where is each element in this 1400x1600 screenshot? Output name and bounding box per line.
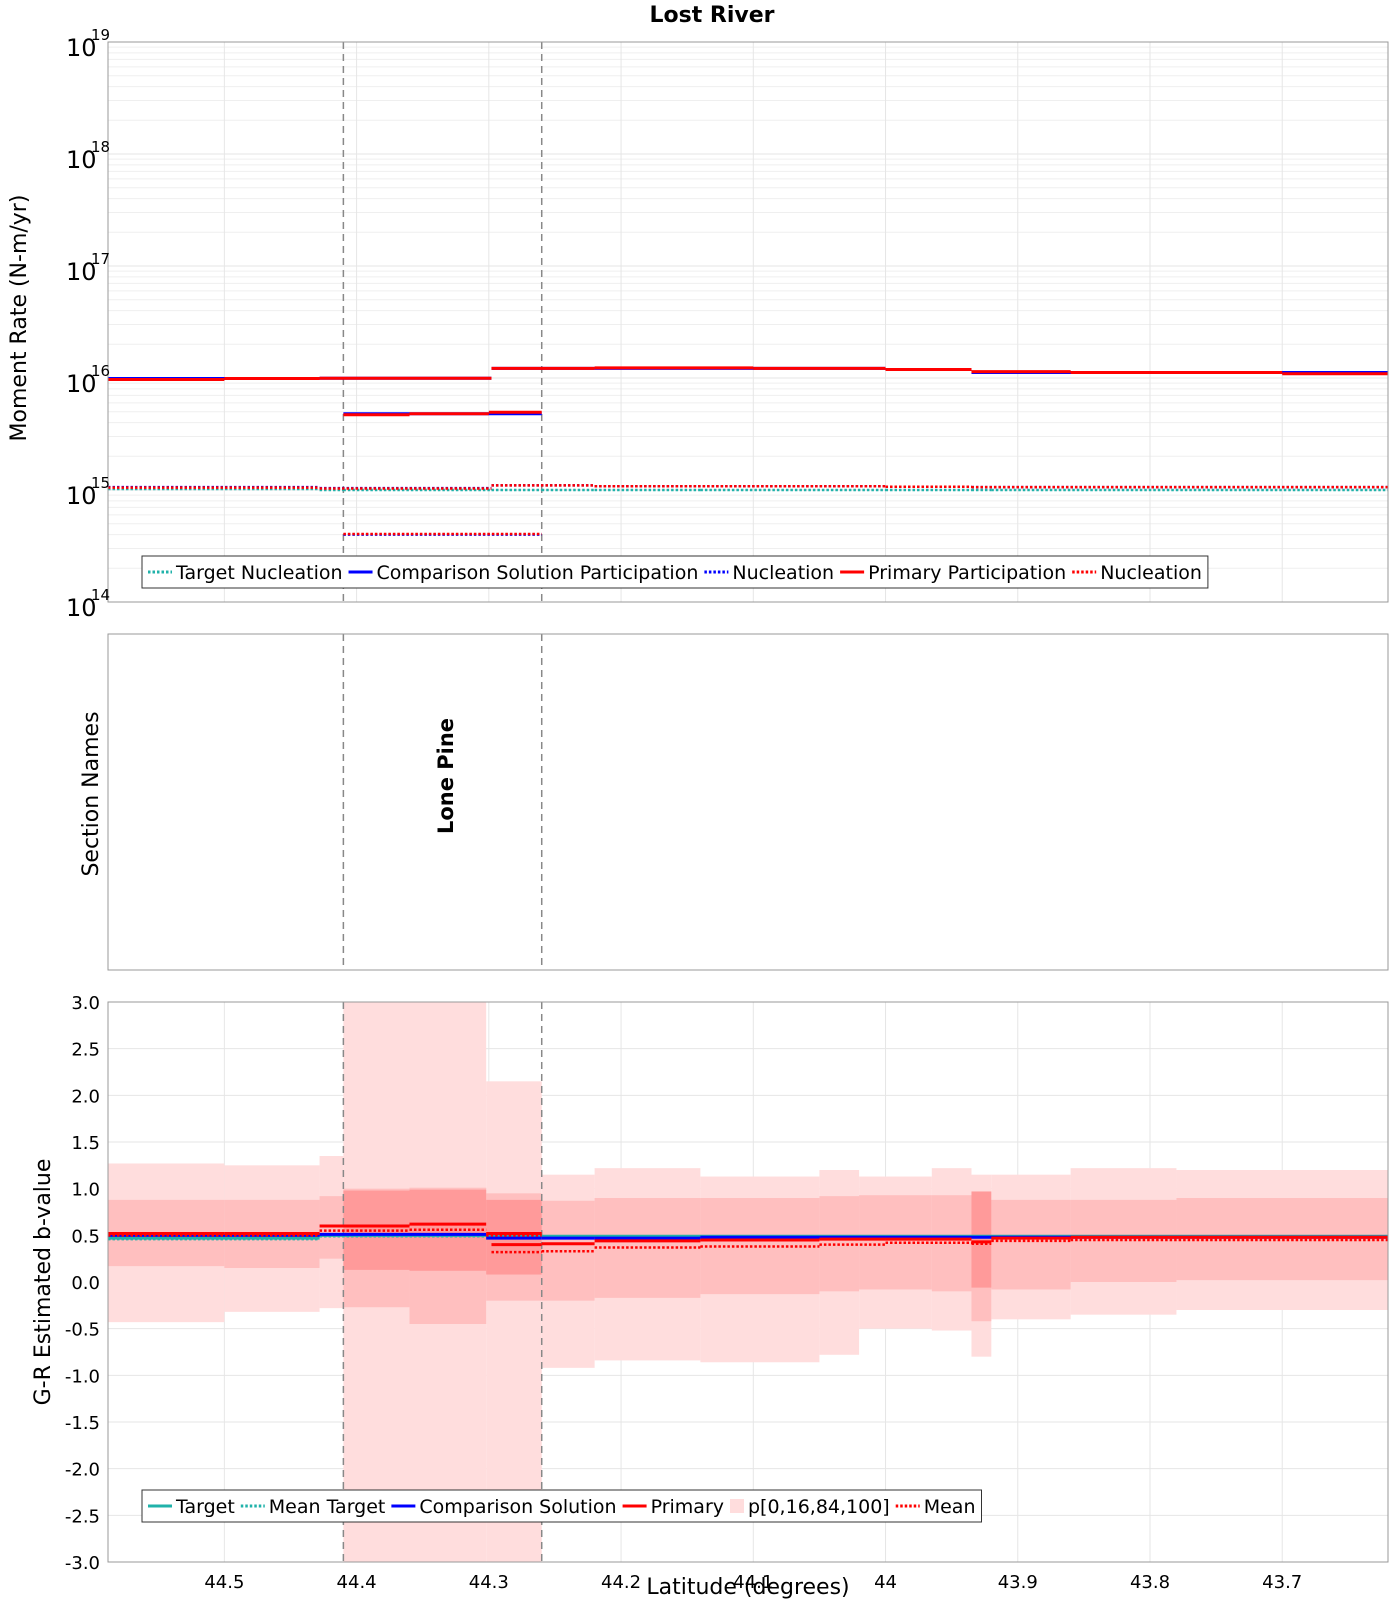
- legend-label: p[0,16,84,100]: [748, 1496, 890, 1518]
- y-tick-base: 10: [66, 594, 97, 622]
- legend-item: Mean: [895, 1496, 976, 1518]
- x-tick-label: 44: [874, 1572, 897, 1593]
- legend-item: Target Nucleation: [148, 562, 343, 584]
- x-tick-label: 44.3: [469, 1572, 509, 1593]
- y-tick-label: 1.5: [71, 1133, 100, 1154]
- legend-item: Nucleation: [704, 562, 834, 584]
- percentile-band-inner: [594, 1198, 701, 1298]
- percentile-band-inner: [931, 1195, 972, 1292]
- b-value-series: [108, 1222, 1388, 1254]
- b-value-section-boundaries: [342, 1002, 543, 1562]
- y-tick-label: 0.0: [71, 1273, 100, 1294]
- y-tick-label: -1.5: [65, 1413, 100, 1434]
- y-tick-base: 10: [66, 146, 97, 174]
- legend-item: Comparison Solution: [391, 1496, 617, 1518]
- moment-rate-section-boundaries: [342, 42, 543, 602]
- b-value-y-ticks: 3.0 2.5 2.0 1.5 1.0 0.5 0.0 -0.5 -1.0 -1.5 -2.0 -2.…: [65, 993, 100, 1574]
- moment-rate-y-axis-label: Moment Rate (N-m/yr): [7, 195, 32, 442]
- x-tick-label: 43.7: [1262, 1572, 1302, 1593]
- y-tick-exponent: 15: [91, 474, 110, 492]
- moment-rate-legend[interactable]: Target Nucleation Comparison Solution Par…: [141, 555, 1209, 589]
- x-tick-label: 43.8: [1130, 1572, 1170, 1593]
- x-tick-label: 44.2: [601, 1572, 641, 1593]
- x-tick-label: 43.9: [998, 1572, 1038, 1593]
- moment-rate-series: [108, 366, 1388, 536]
- percentile-band-outer: [486, 1081, 542, 1562]
- x-tick-label: 44.1: [733, 1572, 773, 1593]
- y-tick-label: -2.0: [65, 1460, 100, 1481]
- legend-item: Nucleation: [1072, 562, 1202, 584]
- section-names-panel: Section Names Lone Pine: [79, 633, 1389, 971]
- legend-label: Nucleation: [1100, 562, 1202, 584]
- percentile-band-inner: [991, 1199, 1071, 1290]
- y-tick-label: -0.5: [65, 1320, 100, 1341]
- legend-label: Comparison Solution: [419, 1496, 616, 1518]
- y-tick-base: 10: [66, 258, 97, 286]
- legend-label: Mean: [924, 1496, 976, 1518]
- b-value-legend[interactable]: Target Mean Target Comparison Solution Prim…: [141, 1489, 982, 1523]
- section-boundaries: [342, 634, 543, 970]
- b-value-panel: 3.0 2.5 2.0 1.5 1.0 0.5 0.0 -0.5 -1.0 -1.5 -2.0 -2.…: [31, 993, 1389, 1600]
- y-tick-exponent: 17: [91, 250, 110, 268]
- percentile-band-inner: [541, 1200, 595, 1301]
- y-tick-exponent: 18: [91, 138, 110, 156]
- b-value-plot-frame: [107, 1001, 1389, 1563]
- x-tick-label: 44.4: [337, 1572, 377, 1593]
- legend-item: Primary: [622, 1496, 724, 1518]
- y-tick-base: 10: [66, 34, 97, 62]
- latitude-x-axis-label: Latitude (degrees): [646, 1575, 849, 1600]
- legend-label: Target: [175, 1496, 235, 1518]
- y-tick-label: 2.5: [71, 1040, 100, 1061]
- legend-label: Primary Participation: [868, 562, 1066, 584]
- y-tick-label: -3.0: [65, 1553, 100, 1574]
- y-tick-label: -2.5: [65, 1506, 100, 1527]
- y-tick-exponent: 16: [91, 362, 110, 380]
- legend-item: p[0,16,84,100]: [730, 1496, 890, 1518]
- x-tick-label: 44.5: [204, 1572, 244, 1593]
- legend-item: Target: [148, 1496, 235, 1518]
- y-tick-label: 0.5: [71, 1226, 100, 1247]
- y-tick-label: 3.0: [71, 993, 100, 1014]
- y-tick-label: -1.0: [65, 1366, 100, 1387]
- section-name-label: Lone Pine: [434, 718, 458, 834]
- legend-label: Primary: [651, 1496, 724, 1518]
- section-names-y-axis-label: Section Names: [79, 711, 104, 876]
- latitude-x-ticks: 44.5 44.4 44.3 44.2 44.1 44 43.9 43.8 43.7: [204, 1572, 1302, 1593]
- legend-item: Mean Target: [240, 1496, 386, 1518]
- section-names-plot-frame: [107, 633, 1389, 971]
- percentile-band-core: [971, 1191, 992, 1288]
- legend-label: Mean Target: [269, 1496, 386, 1518]
- legend-box: [141, 1489, 982, 1523]
- legend-label: Comparison Solution Participation: [377, 562, 699, 584]
- b-value-percentile-bands: [108, 1002, 1388, 1562]
- y-tick-exponent: 14: [91, 586, 110, 604]
- y-tick-label: 2.0: [71, 1086, 100, 1107]
- legend-item: Primary Participation: [840, 562, 1066, 584]
- legend-swatch: [730, 1499, 744, 1513]
- legend-box: [141, 555, 1209, 589]
- y-tick-base: 10: [66, 482, 97, 510]
- percentile-band-inner: [1070, 1199, 1177, 1282]
- b-value-y-axis-label: G-R Estimated b-value: [31, 1159, 56, 1406]
- moment-rate-grid: [108, 42, 1388, 603]
- y-tick-label: 1.0: [71, 1180, 100, 1201]
- y-tick-base: 10: [66, 370, 97, 398]
- legend-label: Target Nucleation: [175, 562, 343, 584]
- legend-label: Nucleation: [732, 562, 834, 584]
- y-tick-exponent: 19: [91, 26, 110, 44]
- legend-item: Comparison Solution Participation: [348, 562, 699, 584]
- chart-title: Lost River: [650, 3, 775, 28]
- moment-rate-plot-frame: [107, 41, 1389, 603]
